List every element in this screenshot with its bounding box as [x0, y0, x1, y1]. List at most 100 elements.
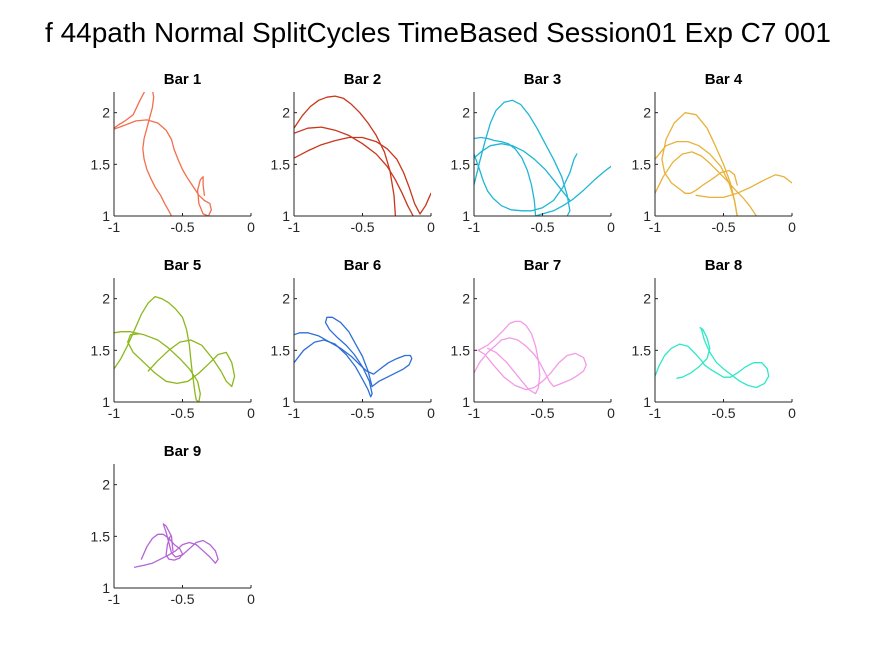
y-tick-label: 2: [643, 105, 651, 121]
x-tick-label: 0: [607, 405, 615, 421]
series-line-3: [294, 136, 431, 215]
y-tick-label: 1.5: [91, 156, 111, 172]
series-line-1: [474, 99, 571, 216]
subplot-bar-6: Bar 6 -1 -0.5 0 1 1.5 2: [271, 257, 436, 421]
x-tick-label: -0.5: [350, 219, 374, 235]
x-tick-label: -0.5: [350, 405, 374, 421]
y-tick-label: 2: [282, 291, 290, 307]
series-line-1: [661, 112, 738, 216]
subplot-title: Bar 7: [524, 257, 562, 274]
series-group: [655, 112, 792, 216]
y-tick-label: 2: [102, 291, 110, 307]
y-tick-label: 1: [462, 208, 470, 224]
series-line-1: [294, 95, 397, 216]
series-line-1: [114, 92, 173, 216]
series-group: [114, 295, 236, 402]
y-tick-label: 2: [282, 105, 290, 121]
y-tick-label: 1.5: [271, 342, 291, 358]
series-group: [474, 320, 587, 395]
series-line-2: [477, 320, 541, 395]
y-tick-label: 1.5: [451, 342, 471, 358]
y-tick-label: 1: [102, 208, 110, 224]
subplot-title: Bar 4: [705, 71, 743, 88]
series-group: [655, 326, 770, 389]
x-tick-label: -0.5: [530, 219, 554, 235]
series-group: [294, 95, 431, 216]
x-tick-label: -0.5: [170, 219, 194, 235]
subplot-bar-5: Bar 5 -1 -0.5 0 1 1.5 2: [91, 257, 256, 421]
subplot-title: Bar 2: [344, 71, 382, 88]
series-group: [114, 92, 212, 216]
subplot-bar-8: Bar 8 -1 -0.5 0 1 1.5 2: [632, 257, 797, 421]
y-tick-label: 1.5: [271, 156, 291, 172]
y-tick-label: 1: [282, 208, 290, 224]
series-line-2: [294, 126, 414, 216]
series-line-1: [655, 326, 770, 389]
series-line-2: [127, 333, 236, 388]
y-tick-label: 2: [643, 291, 651, 307]
y-tick-label: 2: [462, 105, 470, 121]
series-line-4: [695, 174, 792, 199]
y-tick-label: 1.5: [91, 528, 111, 544]
subplot-grid: Bar 1 -1 -0.5 0 1 1.5 2 Bar 2 -1 -0.5 0 1 1.5 2 Bar 3 -…: [91, 71, 797, 607]
x-tick-label: 0: [788, 405, 796, 421]
series-line-1: [294, 316, 373, 398]
x-tick-label: 0: [427, 219, 435, 235]
subplot-title: Bar 6: [344, 257, 382, 274]
series-line-2: [474, 136, 611, 216]
subplot-bar-9: Bar 9 -1 -0.5 0 1 1.5 2: [91, 443, 256, 607]
subplot-title: Bar 1: [164, 71, 202, 88]
subplot-bar-2: Bar 2 -1 -0.5 0 1 1.5 2: [271, 71, 436, 235]
x-tick-label: -1: [288, 219, 301, 235]
x-tick-label: -0.5: [711, 219, 735, 235]
x-tick-label: 0: [607, 219, 615, 235]
x-tick-label: -1: [468, 219, 481, 235]
y-tick-label: 1: [462, 394, 470, 410]
subplot-bar-4: Bar 4 -1 -0.5 0 1 1.5 2: [632, 71, 797, 235]
subplot-bar-3: Bar 3 -1 -0.5 0 1 1.5 2: [451, 71, 616, 235]
subplot-bar-1: Bar 1 -1 -0.5 0 1 1.5 2: [91, 71, 256, 235]
x-tick-label: -0.5: [170, 405, 194, 421]
y-tick-label: 1: [643, 208, 651, 224]
series-line-3: [474, 153, 578, 212]
series-group: [294, 316, 413, 398]
x-tick-label: -1: [288, 405, 301, 421]
subplot-title: Bar 5: [164, 257, 202, 274]
x-tick-label: -1: [649, 219, 662, 235]
x-tick-label: -1: [108, 591, 121, 607]
series-line-2: [140, 533, 184, 561]
y-tick-label: 1.5: [91, 342, 111, 358]
series-group: [474, 99, 611, 216]
y-tick-label: 2: [102, 105, 110, 121]
subplot-title: Bar 9: [164, 443, 202, 460]
y-tick-label: 1.5: [632, 342, 652, 358]
x-tick-label: -0.5: [711, 405, 735, 421]
series-line-1: [133, 523, 219, 568]
subplot-title: Bar 8: [705, 257, 743, 274]
series-line-4: [474, 143, 571, 202]
series-line-2: [114, 119, 212, 216]
x-tick-label: -1: [649, 405, 662, 421]
subplot-bar-7: Bar 7 -1 -0.5 0 1 1.5 2: [451, 257, 616, 421]
series-line-3: [655, 140, 738, 216]
y-tick-label: 1.5: [632, 156, 652, 172]
x-tick-label: 0: [247, 219, 255, 235]
figure-title: f 44path Normal SplitCycles TimeBased Se…: [45, 17, 831, 48]
x-tick-label: 0: [788, 219, 796, 235]
y-tick-label: 1: [102, 580, 110, 596]
series-line-1: [474, 337, 587, 391]
series-line-1: [114, 295, 201, 402]
y-tick-label: 2: [462, 291, 470, 307]
series-line-2: [294, 332, 413, 388]
x-tick-label: 0: [247, 405, 255, 421]
y-tick-label: 1: [282, 394, 290, 410]
y-tick-label: 1.5: [451, 156, 471, 172]
x-tick-label: -0.5: [530, 405, 554, 421]
x-tick-label: -1: [468, 405, 481, 421]
y-tick-label: 1: [102, 394, 110, 410]
y-tick-label: 2: [102, 477, 110, 493]
series-group: [133, 523, 219, 568]
x-tick-label: -0.5: [170, 591, 194, 607]
subplot-title: Bar 3: [524, 71, 562, 88]
